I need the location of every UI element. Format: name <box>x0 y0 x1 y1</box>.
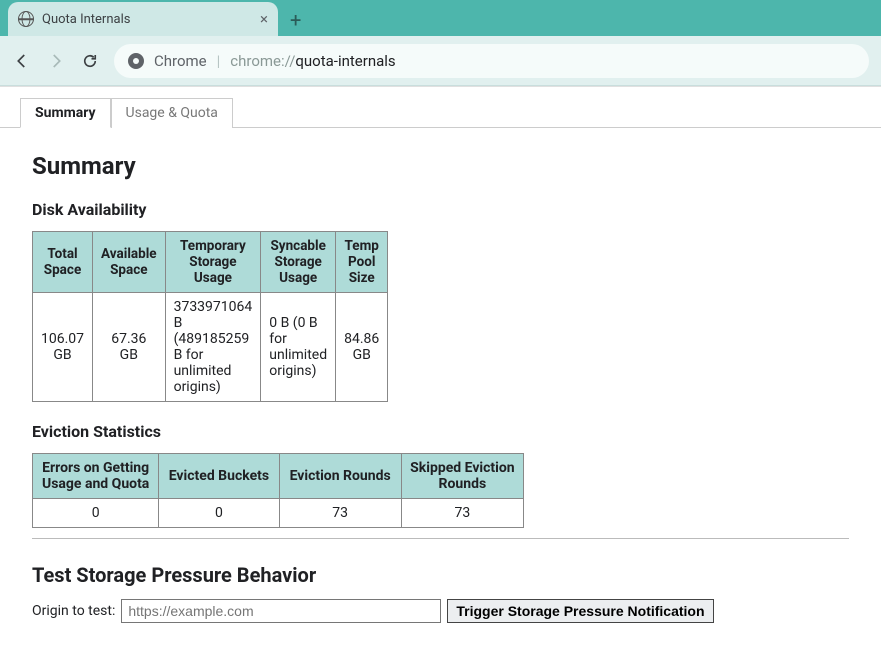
browser-tab-title: Quota Internals <box>42 12 252 27</box>
col-temp-pool: Temp Pool Size <box>336 232 388 293</box>
col-available-space: Available Space <box>93 232 166 293</box>
content: Summary Disk Availability Total Space Av… <box>0 128 881 653</box>
new-tab-button[interactable]: + <box>290 10 301 30</box>
cell-errors: 0 <box>33 499 159 528</box>
origin-input[interactable] <box>121 599 441 623</box>
omnibox-divider: | <box>217 52 221 70</box>
col-skipped: Skipped Eviction Rounds <box>401 454 523 499</box>
tab-usage-quota[interactable]: Usage & Quota <box>111 98 233 128</box>
table-header-row: Errors on Getting Usage and Quota Evicte… <box>33 454 524 499</box>
col-rounds: Eviction Rounds <box>279 454 401 499</box>
cell-temp-pool: 84.86 GB <box>336 293 388 402</box>
eviction-table: Errors on Getting Usage and Quota Evicte… <box>32 453 524 528</box>
reload-button[interactable] <box>80 51 100 71</box>
table-row: 0 0 73 73 <box>33 499 524 528</box>
col-syncable-usage: Syncable Storage Usage <box>261 232 336 293</box>
separator <box>32 538 849 539</box>
cell-rounds: 73 <box>279 499 401 528</box>
eviction-heading: Eviction Statistics <box>32 422 849 441</box>
table-header-row: Total Space Available Space Temporary St… <box>33 232 388 293</box>
browser-toolbar: Chrome | chrome://quota-internals <box>0 36 881 86</box>
chrome-icon <box>128 53 144 69</box>
address-bar[interactable]: Chrome | chrome://quota-internals <box>114 44 869 78</box>
table-row: 106.07 GB 67.36 GB 3733971064 B (4891852… <box>33 293 388 402</box>
globe-icon <box>18 11 34 27</box>
page: Summary Usage & Quota Summary Disk Avail… <box>0 86 881 653</box>
col-evicted: Evicted Buckets <box>159 454 279 499</box>
pressure-heading: Test Storage Pressure Behavior <box>32 563 849 587</box>
disk-table: Total Space Available Space Temporary St… <box>32 231 388 402</box>
col-temp-usage: Temporary Storage Usage <box>165 232 261 293</box>
cell-syncable-usage: 0 B (0 B for unlimited origins) <box>261 293 336 402</box>
omnibox-scheme-label: Chrome <box>154 52 207 70</box>
pressure-form: Origin to test: Trigger Storage Pressure… <box>32 599 849 623</box>
page-tabstrip: Summary Usage & Quota <box>0 87 881 128</box>
omnibox-url: chrome://quota-internals <box>230 52 395 70</box>
col-errors: Errors on Getting Usage and Quota <box>33 454 159 499</box>
cell-available-space: 67.36 GB <box>93 293 166 402</box>
cell-skipped: 73 <box>401 499 523 528</box>
forward-button[interactable] <box>46 51 66 71</box>
trigger-pressure-button[interactable]: Trigger Storage Pressure Notification <box>447 599 713 623</box>
col-total-space: Total Space <box>33 232 93 293</box>
cell-total-space: 106.07 GB <box>33 293 93 402</box>
browser-tab[interactable]: Quota Internals × <box>8 2 278 36</box>
back-button[interactable] <box>12 51 32 71</box>
origin-label: Origin to test: <box>32 603 115 619</box>
browser-tabstrip: Quota Internals × + <box>0 0 881 36</box>
page-title: Summary <box>32 152 849 180</box>
cell-evicted: 0 <box>159 499 279 528</box>
close-icon[interactable]: × <box>260 12 268 27</box>
disk-heading: Disk Availability <box>32 200 849 219</box>
cell-temp-usage: 3733971064 B (489185259 B for unlimited … <box>165 293 261 402</box>
tab-summary[interactable]: Summary <box>20 98 111 128</box>
